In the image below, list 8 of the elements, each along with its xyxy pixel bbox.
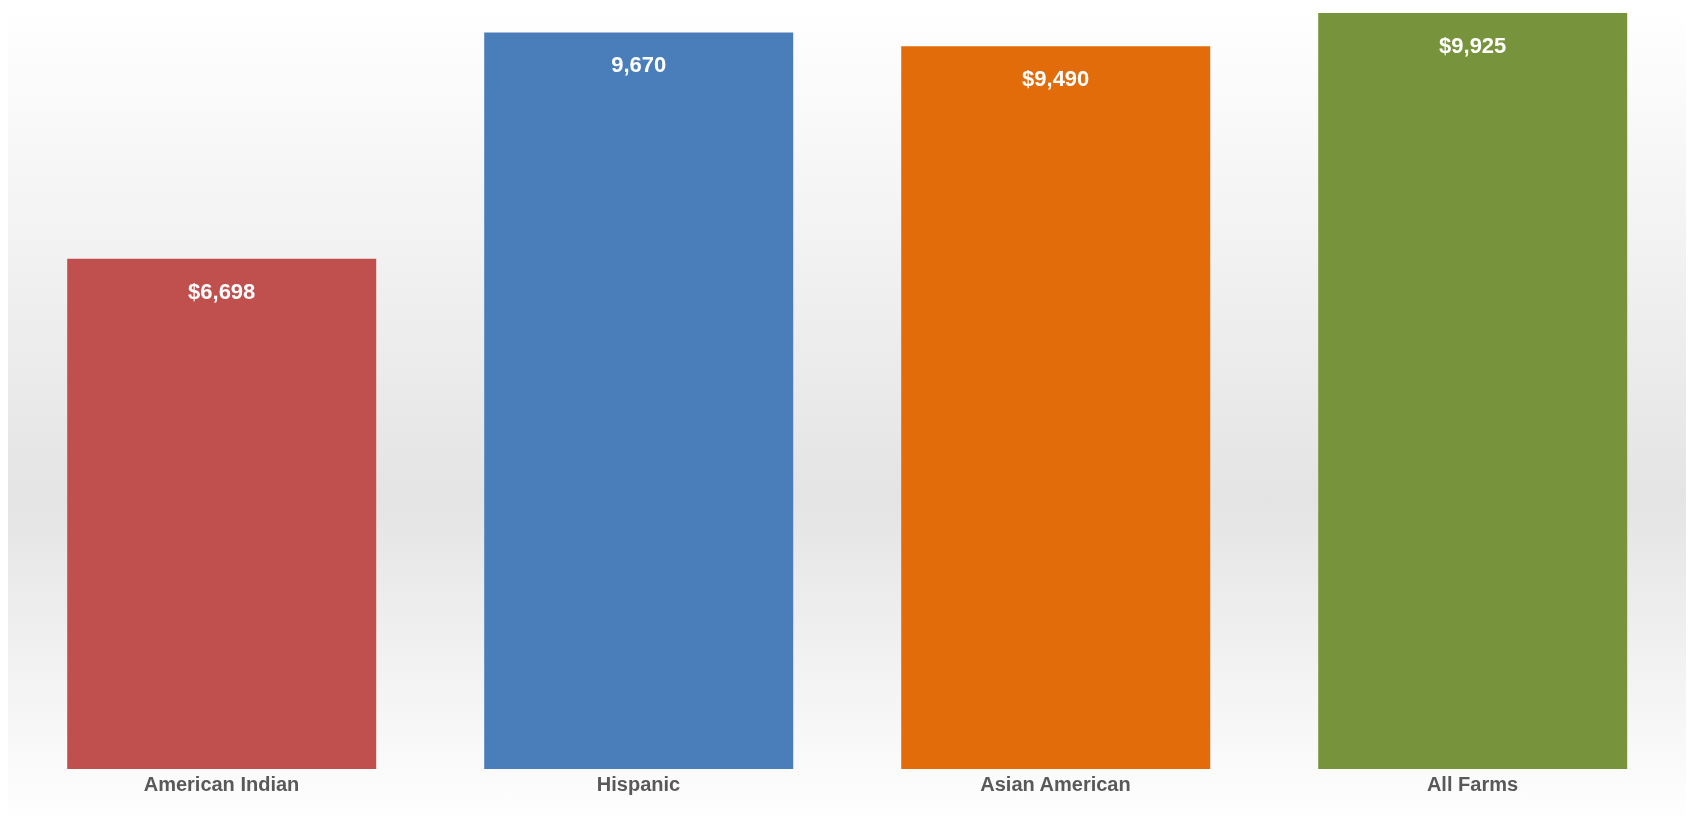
x-tick-label: All Farms [1426, 773, 1519, 796]
x-tick-label: American Indian [143, 773, 300, 796]
data-label: 9,670 [611, 52, 667, 78]
x-tick-label: Hispanic [596, 773, 681, 796]
data-label: $9,490 [1022, 66, 1090, 92]
data-label: $9,925 [1439, 33, 1507, 58]
data-label: $6,698 [188, 278, 256, 304]
x-tick-label: Asian American [980, 773, 1131, 796]
